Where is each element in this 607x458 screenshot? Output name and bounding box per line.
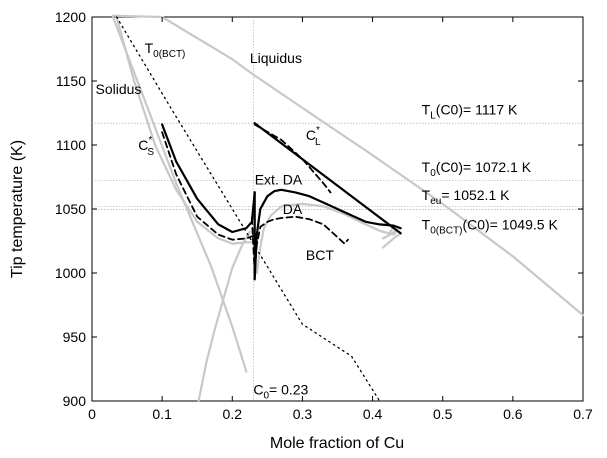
annotation-11: Teu= 1052.1 K: [422, 187, 510, 207]
y-tick-label: 1200: [55, 9, 86, 25]
y-tick-label: 1000: [55, 265, 86, 281]
annotation-3: C* S: [138, 135, 154, 158]
y-tick-label: 950: [63, 329, 87, 345]
series-line-8: [253, 188, 402, 281]
x-tick-label: 0.4: [363, 406, 383, 422]
x-tick-label: 0.2: [223, 406, 243, 422]
series-line-7: [161, 123, 256, 234]
x-tick-label: 0.5: [433, 406, 453, 422]
x-axis-label: Mole fraction of Cu: [270, 435, 404, 452]
series-line-10: [161, 131, 255, 241]
annotations: Solidus Liquidus T0(BCT) C* S C* L Ext. DA DA BCT…: [96, 40, 559, 402]
y-tick-label: 900: [63, 393, 87, 409]
series-line-3: [111, 15, 248, 373]
annotation-8: C0= 0.23: [253, 382, 308, 402]
annotation-1: Liquidus: [250, 50, 302, 66]
y-tick-label: 1100: [56, 137, 86, 153]
x-tick-label: 0.6: [503, 406, 523, 422]
annotation-12: T0(BCT)(C0)= 1049.5 K: [422, 216, 559, 236]
series-line-12: [253, 123, 332, 194]
annotation-0: Solidus: [96, 81, 142, 97]
annotation-6: DA: [283, 201, 303, 217]
x-tick-label: 0.3: [293, 406, 313, 422]
annotation-10: T0(C0)= 1072.1 K: [422, 159, 532, 179]
x-tick-label: 0.1: [152, 406, 172, 422]
y-axis-label: Tip temperature (K): [9, 140, 26, 278]
annotation-2: T0(BCT): [145, 40, 186, 60]
x-tick-label: 0.7: [573, 406, 593, 422]
annotation-9: TL(C0)= 1117 K: [422, 101, 518, 121]
axis-ticks: 0 0.1 0.2 0.3 0.4 0.5 0.6 0.7 900 950 1000 1050 1100…: [55, 9, 593, 422]
y-tick-label: 1150: [56, 73, 86, 89]
series-line-0: [115, 15, 258, 245]
y-tick-label: 1050: [55, 201, 86, 217]
reference-lines: [92, 17, 583, 401]
series-line-4: [197, 230, 251, 403]
series-group: [111, 14, 585, 403]
x-tick-label: 0: [88, 406, 96, 422]
series-line-11: [251, 215, 349, 274]
series-line-6: [115, 16, 381, 402]
series-line-9: [253, 122, 402, 235]
annotation-7: BCT: [306, 247, 334, 263]
annotation-4: C* L: [306, 125, 321, 148]
annotation-5: Ext. DA: [255, 172, 303, 188]
series-line-2: [111, 14, 585, 317]
